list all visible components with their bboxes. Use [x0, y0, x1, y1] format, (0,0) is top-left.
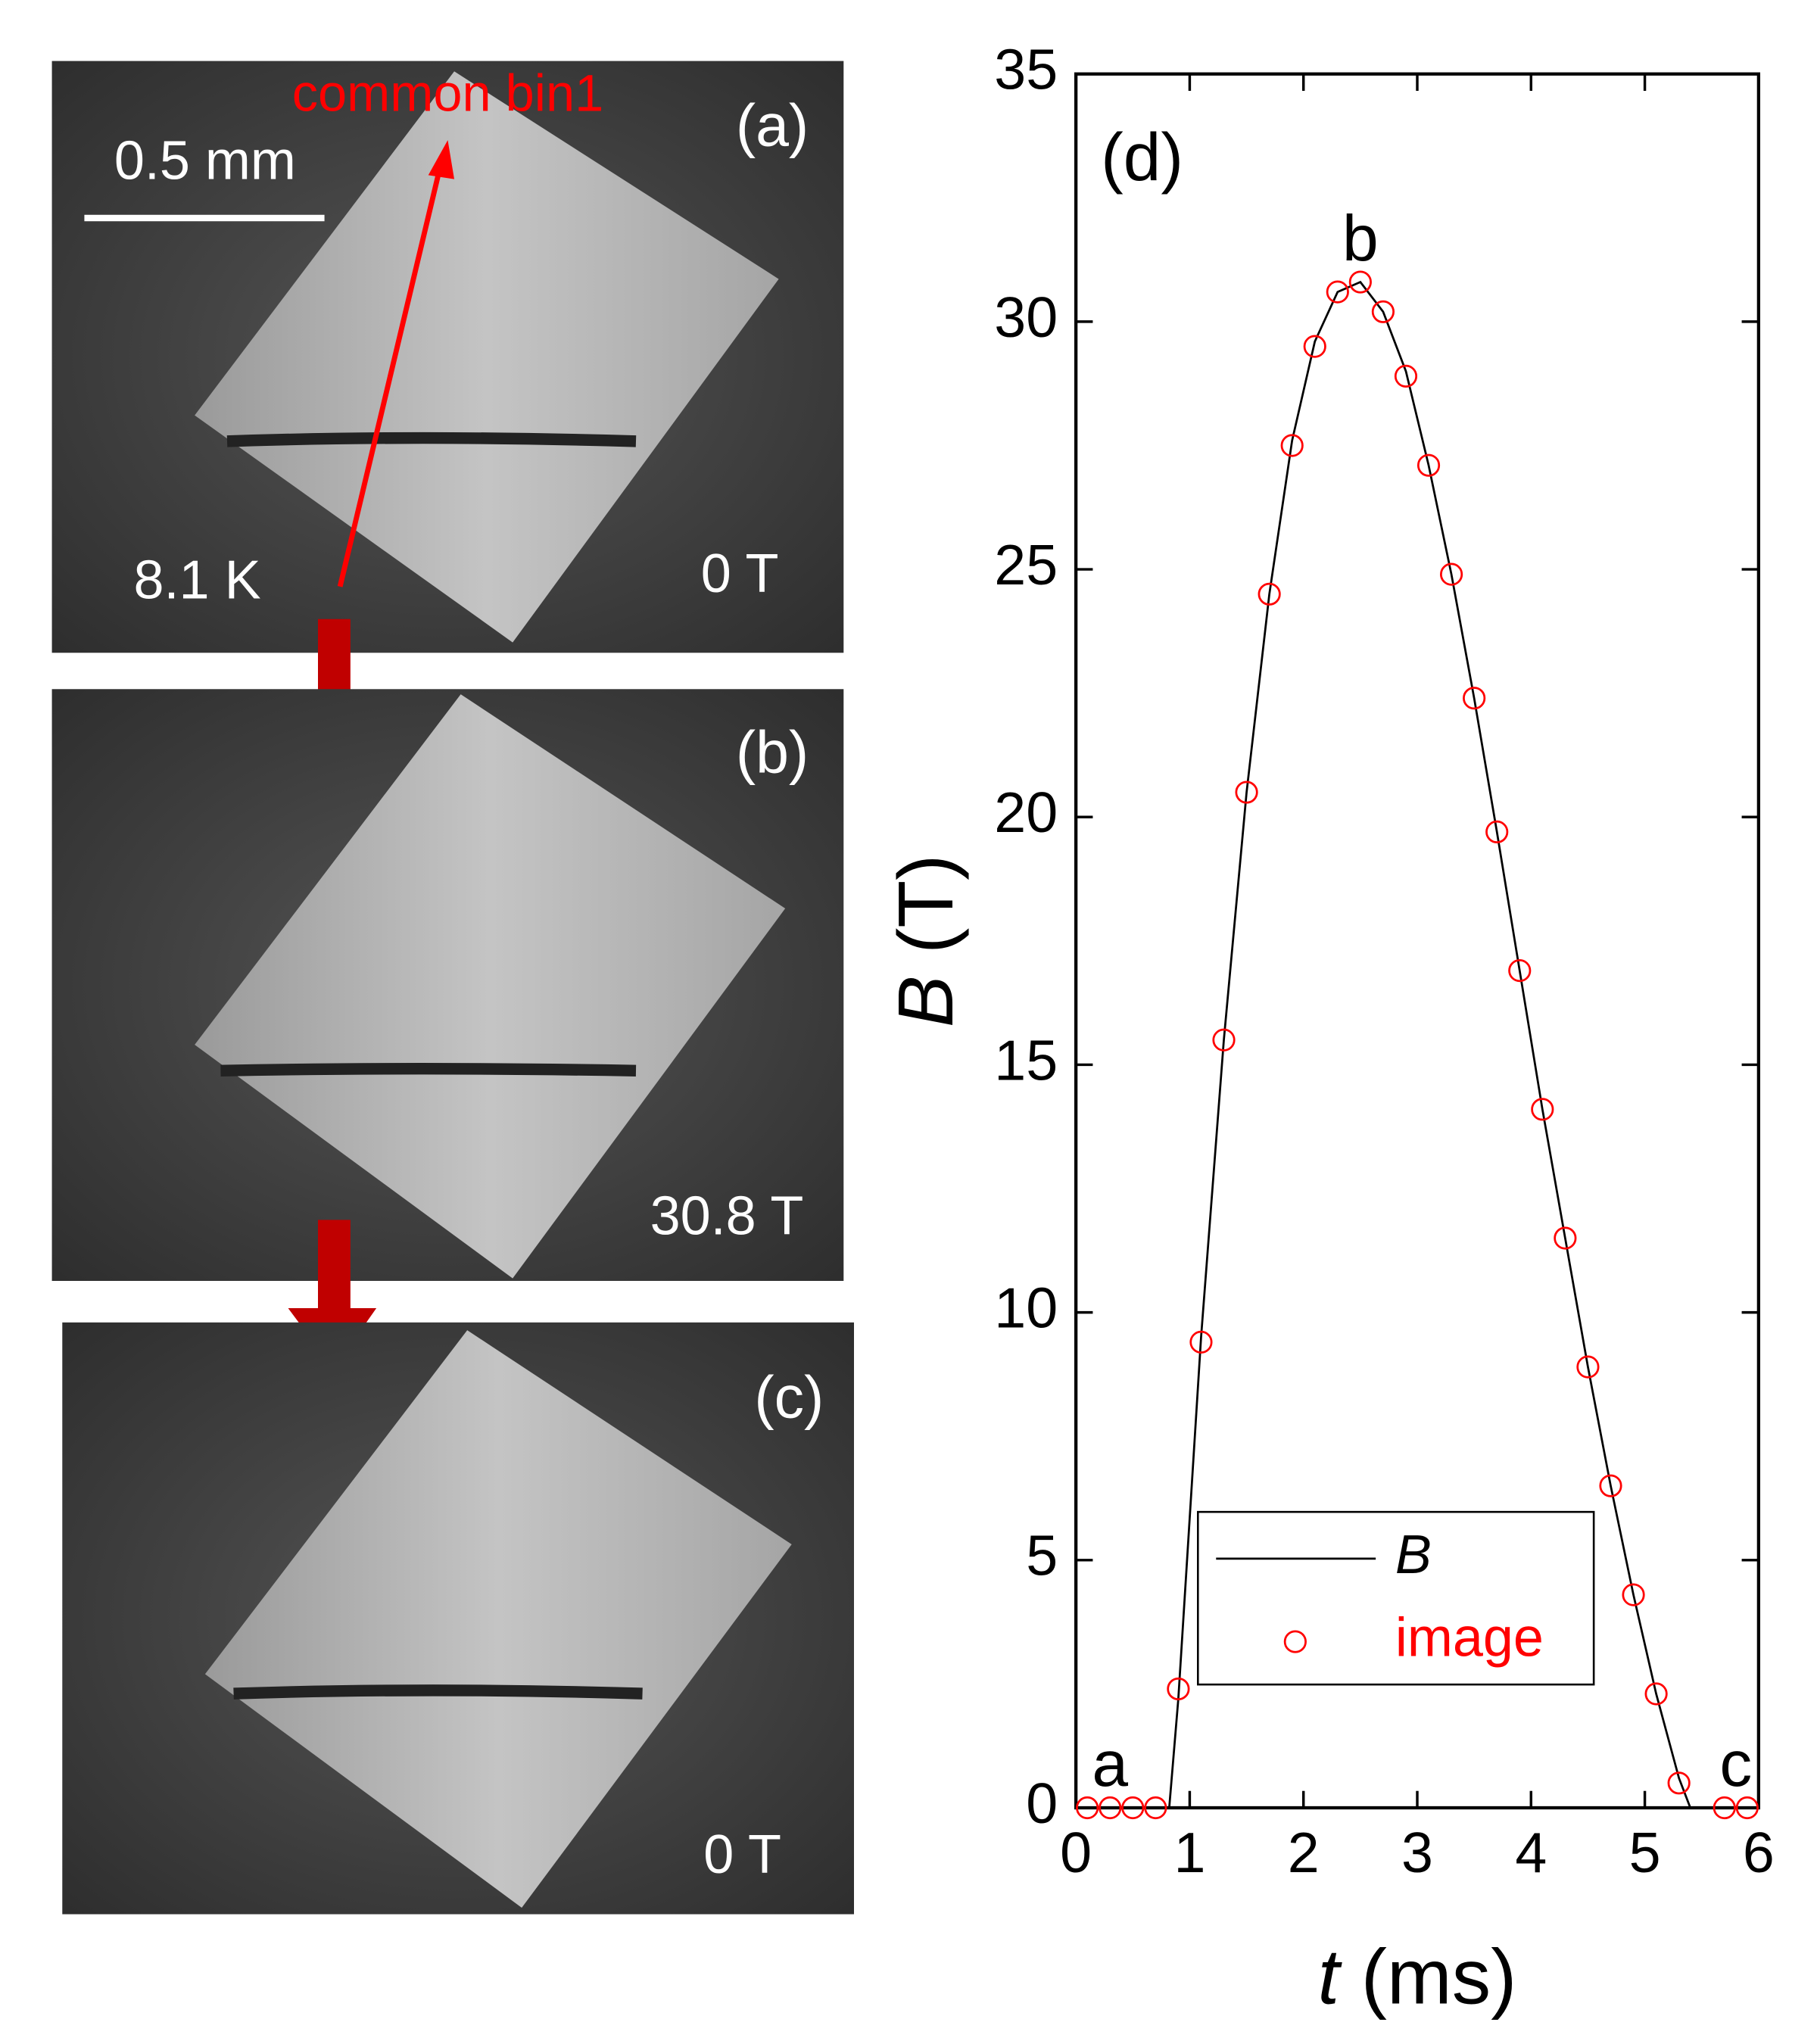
point — [1189, 1330, 1213, 1354]
field: 30.8 T — [650, 1186, 804, 1246]
point — [1599, 1474, 1622, 1497]
field: 0 T — [703, 1824, 781, 1885]
chart: 0 5 10 15 20 25 30 35 0 1 2 3 4 5 6 t (ms) B (T) (d) a b c Bi… — [882, 38, 1775, 2021]
legend-box — [1197, 1510, 1595, 1686]
point — [1440, 562, 1463, 586]
y-tick-label: 0 — [1026, 1771, 1058, 1835]
field: 0 T — [701, 544, 779, 604]
x-tick-label: 0 — [1060, 1821, 1092, 1884]
x-label-unit: (ms) — [1361, 1933, 1517, 2021]
point — [1667, 1771, 1691, 1795]
point — [1735, 1796, 1759, 1820]
y-axis-label: B (T) — [882, 855, 969, 1028]
point — [1121, 1796, 1145, 1820]
x-tick-label: 1 — [1173, 1821, 1205, 1884]
point — [1326, 280, 1349, 304]
legend-label: image — [1395, 1608, 1544, 1669]
point — [1371, 300, 1395, 323]
line — [1076, 280, 1759, 1809]
y-tick-label: 15 — [994, 1028, 1058, 1092]
point — [1235, 781, 1258, 804]
y-tick-label: 25 — [994, 533, 1058, 597]
panel-label: (a) — [736, 92, 809, 158]
x-label-symbol: t — [1318, 1933, 1343, 2021]
x-tick-label: 6 — [1743, 1821, 1775, 1884]
crack — [220, 1063, 637, 1077]
y-label-symbol: B — [882, 976, 969, 1028]
y-tick-label: 10 — [994, 1276, 1058, 1340]
x-axis-label: t (ms) — [1318, 1933, 1517, 2021]
panel-c: (c) 0 T — [62, 1322, 854, 1915]
point — [1508, 959, 1532, 983]
point — [1258, 582, 1281, 606]
panel-a: common bin1 (a) 0.5 mm 8.1 K 0 T — [51, 61, 844, 653]
y-tick-label: 20 — [994, 781, 1058, 844]
y-label-unit: (T) — [882, 855, 969, 954]
point — [1463, 687, 1486, 710]
legend-swatch — [1283, 1630, 1307, 1653]
crack — [226, 432, 637, 447]
scale-label: 0.5 mm — [114, 131, 296, 192]
point — [1417, 453, 1441, 477]
y-tick-label: 35 — [994, 38, 1058, 101]
point — [1280, 434, 1304, 457]
point — [1713, 1796, 1736, 1820]
x-tick-label: 5 — [1629, 1821, 1661, 1884]
point — [1622, 1583, 1645, 1606]
crystal — [204, 1330, 792, 1908]
legend-label: B — [1395, 1525, 1432, 1585]
point — [1303, 335, 1326, 358]
point — [1576, 1355, 1600, 1379]
panel-label: (b) — [736, 718, 809, 785]
panel-b: (b) 30.8 T — [51, 689, 844, 1281]
x-tick-label: 2 — [1288, 1821, 1320, 1884]
point — [1394, 364, 1418, 388]
temperature: 8.1 K — [134, 550, 261, 610]
point — [1144, 1796, 1167, 1820]
point — [1644, 1682, 1668, 1706]
y-tick-label: 5 — [1026, 1524, 1058, 1588]
panel-label: (d) — [1101, 119, 1183, 195]
bin-label: common bin1 — [292, 64, 604, 123]
plot-frame — [1074, 72, 1760, 1810]
annotation: b — [1342, 202, 1379, 275]
point — [1531, 1098, 1554, 1121]
point — [1167, 1677, 1190, 1701]
arrow-head — [428, 140, 454, 179]
point — [1554, 1226, 1577, 1250]
x-tick-label: 4 — [1515, 1821, 1547, 1884]
point — [1348, 270, 1372, 294]
bin-arrow — [337, 161, 444, 587]
point — [1099, 1796, 1122, 1820]
y-tick-label: 30 — [994, 285, 1058, 349]
point — [1212, 1028, 1236, 1052]
crack — [233, 1684, 643, 1700]
point — [1485, 820, 1509, 843]
point — [1076, 1796, 1099, 1820]
panel-label: (c) — [754, 1363, 824, 1430]
crystal — [195, 694, 786, 1279]
x-tick-label: 3 — [1401, 1821, 1433, 1884]
crystal — [195, 71, 779, 643]
annotation: a — [1092, 1728, 1128, 1800]
annotation: c — [1719, 1728, 1752, 1800]
